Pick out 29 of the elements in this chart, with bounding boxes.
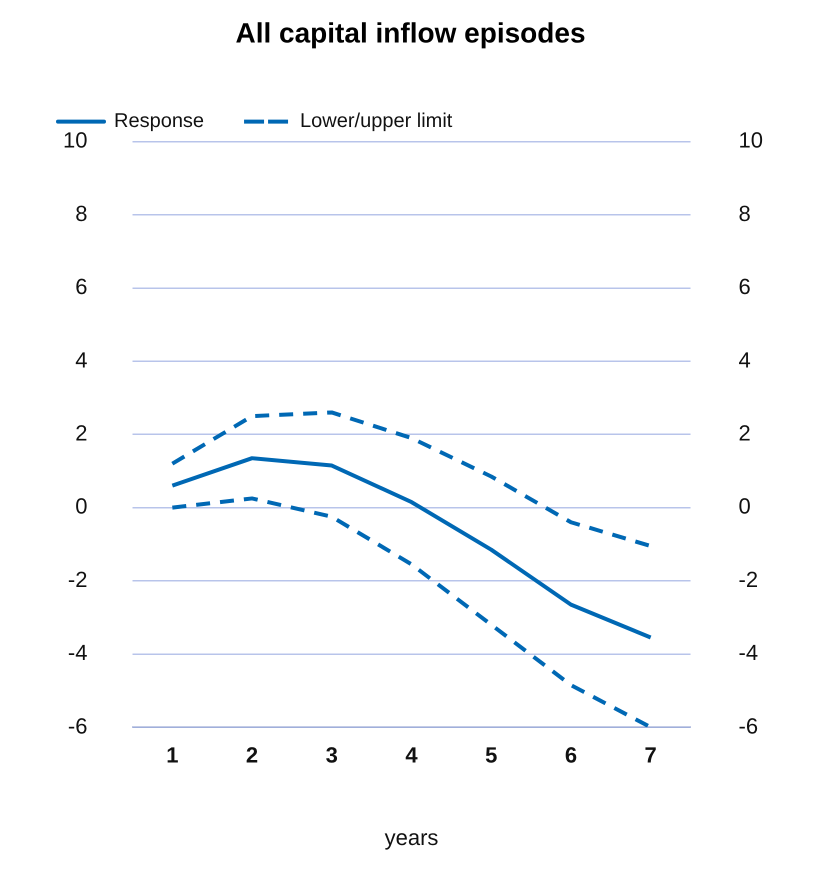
y-tick-label: 6 [75,274,88,300]
x-tick-label: 7 [644,742,657,768]
y2-tick-label: -4 [738,640,758,666]
x-tick-label: 1 [166,742,178,768]
y-tick-label: -2 [68,566,88,592]
y-tick-label: 4 [75,347,88,372]
y-tick-label: -6 [68,713,88,738]
x-tick-label: 5 [485,742,498,768]
y2-tick-label: 6 [738,274,751,300]
y2-tick-label: 2 [738,420,751,446]
chart-title: All capital inflow episodes [235,18,586,49]
y-tick-label: 10 [62,128,88,153]
y2-tick-label: 4 [738,347,751,372]
legend-label: Lower/upper limit [300,110,453,132]
y2-tick-label: -2 [738,566,758,592]
y-tick-label: 0 [75,494,88,519]
y-tick-label: 8 [75,200,88,226]
y2-tick-label: -6 [738,713,758,738]
x-tick-label: 6 [564,742,578,768]
y-tick-label: 2 [75,420,88,446]
y2-tick-label: 8 [738,200,751,226]
x-tick-label: 2 [246,742,258,768]
y2-tick-label: 0 [738,494,751,519]
y2-tick-label: 10 [738,128,764,153]
y-tick-label: -4 [68,640,88,666]
x-tick-label: 3 [326,742,338,768]
legend-label: Response [114,110,204,132]
x-axis-title: years [384,824,438,850]
x-tick-label: 4 [405,742,418,768]
